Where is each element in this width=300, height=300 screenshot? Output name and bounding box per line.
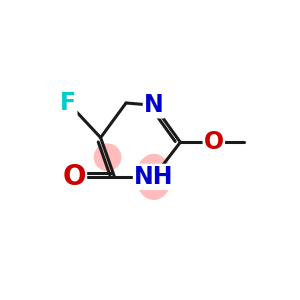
Text: F: F [60,91,76,115]
Ellipse shape [136,154,172,200]
Ellipse shape [94,143,122,171]
Text: O: O [62,163,86,191]
Text: NH: NH [134,165,173,189]
Text: O: O [204,130,224,154]
Text: N: N [144,93,164,117]
